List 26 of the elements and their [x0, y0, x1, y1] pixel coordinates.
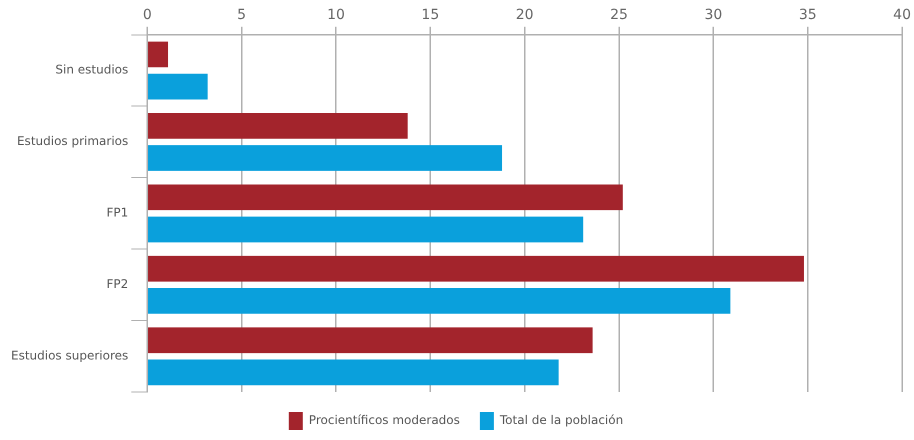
bar: [148, 359, 559, 386]
y-tick-label: Estudios superiores: [10, 348, 128, 362]
x-tick-label: 5: [237, 7, 246, 24]
bar: [148, 256, 804, 282]
bar: [148, 216, 584, 242]
bar: [148, 74, 208, 100]
bar: [148, 113, 408, 139]
x-tick-label: 20: [516, 7, 534, 24]
y-tick-label: Estudios primarios: [16, 134, 128, 148]
x-tick-label: 0: [142, 7, 152, 24]
y-tick-label: FP2: [106, 276, 128, 291]
y-tick-label: Sin estudios: [55, 62, 128, 77]
bar: [148, 42, 168, 68]
x-tick-label: 30: [704, 7, 722, 24]
bar: [148, 184, 623, 210]
legend-label: Procientíficos moderados: [308, 413, 460, 428]
bar: [148, 288, 730, 314]
legend-label: Total de la población: [498, 413, 624, 428]
x-tick-label: 15: [421, 7, 440, 24]
bar: [148, 327, 593, 354]
y-tick-label: FP1: [106, 206, 128, 220]
x-tick-label: 40: [893, 7, 912, 24]
x-tick-label: 35: [798, 7, 817, 24]
bar: [148, 145, 502, 171]
x-tick-label: 25: [610, 7, 628, 24]
x-tick-label: 10: [327, 7, 345, 24]
